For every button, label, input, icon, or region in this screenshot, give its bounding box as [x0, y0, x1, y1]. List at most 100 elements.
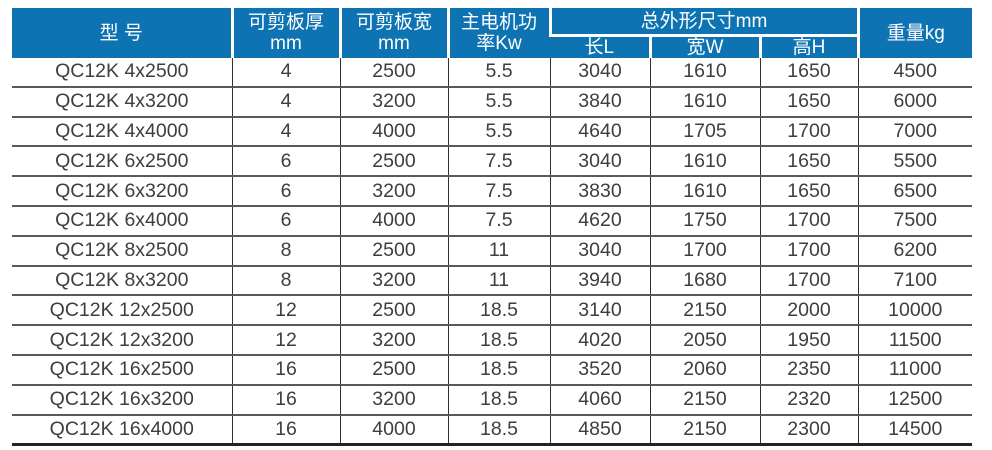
value-cell: 11500	[857, 325, 972, 356]
value-cell: 2150	[649, 414, 760, 447]
model-cell: QC12K 12x3200	[12, 325, 232, 356]
column-header-motor-power: 主电机功 率Kw	[446, 8, 550, 58]
table-row: QC12K 6x4000 6 4000 7.5 4620 1750 1700 7500	[12, 205, 972, 237]
table-row: QC12K 16x3200 16 3200 18.5 4060 2150 2320 12500	[12, 384, 972, 416]
value-cell: 6000	[857, 86, 972, 118]
value-cell: 18.5	[447, 354, 550, 386]
value-cell: 18.5	[447, 384, 550, 416]
value-cell: 1610	[649, 146, 760, 178]
value-cell: 16	[231, 354, 340, 386]
model-cell: QC12K 6x3200	[12, 176, 232, 207]
value-cell: 5.5	[447, 116, 550, 148]
value-cell: 12	[231, 295, 340, 327]
value-cell: 2500	[339, 58, 448, 88]
value-cell: 4	[231, 86, 340, 118]
value-cell: 2050	[649, 325, 760, 356]
column-header-height: 高H	[758, 35, 858, 58]
table-row: QC12K 8x2500 8 2500 11 3040 1700 1700 6200	[12, 235, 972, 267]
value-cell: 7.5	[447, 146, 550, 178]
model-cell: QC12K 6x2500	[12, 146, 232, 178]
value-cell: 4640	[549, 116, 650, 148]
column-header-dim-width: 宽W	[648, 35, 760, 58]
table-row: QC12K 6x3200 6 3200 7.5 3830 1610 1650 6500	[12, 176, 972, 207]
value-cell: 18.5	[447, 295, 550, 327]
model-cell: QC12K 8x3200	[12, 265, 232, 297]
value-cell: 1650	[759, 58, 858, 88]
value-cell: 3200	[339, 86, 448, 118]
value-cell: 3140	[549, 295, 650, 327]
model-cell: QC12K 8x2500	[12, 235, 232, 267]
value-cell: 6500	[857, 176, 972, 207]
value-cell: 3200	[339, 384, 448, 416]
spec-table-body: QC12K 4x2500 4 2500 5.5 3040 1610 1650 4500 QC12…	[12, 58, 972, 447]
value-cell: 3040	[549, 235, 650, 267]
value-cell: 1750	[649, 205, 760, 237]
value-cell: 2500	[339, 295, 448, 327]
table-row: QC12K 4x4000 4 4000 5.5 4640 1705 1700 7000	[12, 116, 972, 148]
value-cell: 3940	[549, 265, 650, 297]
table-row: QC12K 8x3200 8 3200 11 3940 1680 1700 7100	[12, 265, 972, 297]
value-cell: 4850	[549, 414, 650, 447]
value-cell: 2300	[759, 414, 858, 447]
model-cell: QC12K 6x4000	[12, 205, 232, 237]
column-header-width: 可剪板宽 mm	[338, 8, 448, 58]
value-cell: 18.5	[447, 325, 550, 356]
spec-table-header: 型 号 可剪板厚 mm 可剪板宽 mm 主电机功 率Kw 总外形尺寸mm 重量k…	[12, 8, 972, 58]
value-cell: 1650	[759, 176, 858, 207]
value-cell: 1700	[759, 235, 858, 267]
model-cell: QC12K 12x2500	[12, 295, 232, 327]
value-cell: 2500	[339, 146, 448, 178]
value-cell: 2320	[759, 384, 858, 416]
value-cell: 1700	[649, 235, 760, 267]
column-header-overall-dimensions: 总外形尺寸mm	[548, 8, 858, 37]
value-cell: 10000	[857, 295, 972, 327]
value-cell: 5.5	[447, 86, 550, 118]
model-cell: QC12K 4x3200	[12, 86, 232, 118]
value-cell: 6	[231, 205, 340, 237]
value-cell: 6	[231, 176, 340, 207]
column-header-width-label: 可剪板宽	[355, 12, 432, 33]
model-cell: QC12K 16x2500	[12, 354, 232, 386]
column-header-model: 型 号	[12, 8, 232, 58]
value-cell: 3830	[549, 176, 650, 207]
model-cell: QC12K 4x2500	[12, 58, 232, 88]
value-cell: 1700	[759, 116, 858, 148]
value-cell: 1700	[759, 205, 858, 237]
value-cell: 7500	[857, 205, 972, 237]
value-cell: 2500	[339, 235, 448, 267]
value-cell: 11000	[857, 354, 972, 386]
value-cell: 3520	[549, 354, 650, 386]
value-cell: 1610	[649, 58, 760, 88]
value-cell: 7100	[857, 265, 972, 297]
table-row: QC12K 12x2500 12 2500 18.5 3140 2150 2000 10000	[12, 295, 972, 327]
column-header-width-unit: mm	[378, 33, 410, 54]
table-row: QC12K 6x2500 6 2500 7.5 3040 1610 1650 5500	[12, 146, 972, 178]
table-row: QC12K 4x3200 4 3200 5.5 3840 1610 1650 6000	[12, 86, 972, 118]
value-cell: 7.5	[447, 205, 550, 237]
value-cell: 4060	[549, 384, 650, 416]
value-cell: 8	[231, 235, 340, 267]
spec-table: 型 号 可剪板厚 mm 可剪板宽 mm 主电机功 率Kw 总外形尺寸mm 重量k…	[12, 8, 972, 447]
value-cell: 3040	[549, 146, 650, 178]
value-cell: 1610	[649, 86, 760, 118]
table-row: QC12K 4x2500 4 2500 5.5 3040 1610 1650 4500	[12, 58, 972, 88]
value-cell: 3200	[339, 265, 448, 297]
value-cell: 3840	[549, 86, 650, 118]
value-cell: 2500	[339, 354, 448, 386]
value-cell: 4	[231, 58, 340, 88]
value-cell: 14500	[857, 414, 972, 447]
value-cell: 11	[447, 235, 550, 267]
model-cell: QC12K 4x4000	[12, 116, 232, 148]
value-cell: 2150	[649, 384, 760, 416]
value-cell: 4500	[857, 58, 972, 88]
value-cell: 16	[231, 414, 340, 447]
value-cell: 11	[447, 265, 550, 297]
column-header-thickness-label: 可剪板厚	[247, 12, 324, 33]
value-cell: 1680	[649, 265, 760, 297]
value-cell: 1610	[649, 176, 760, 207]
value-cell: 7.5	[447, 176, 550, 207]
value-cell: 4000	[339, 116, 448, 148]
value-cell: 12500	[857, 384, 972, 416]
column-header-thickness: 可剪板厚 mm	[230, 8, 340, 58]
